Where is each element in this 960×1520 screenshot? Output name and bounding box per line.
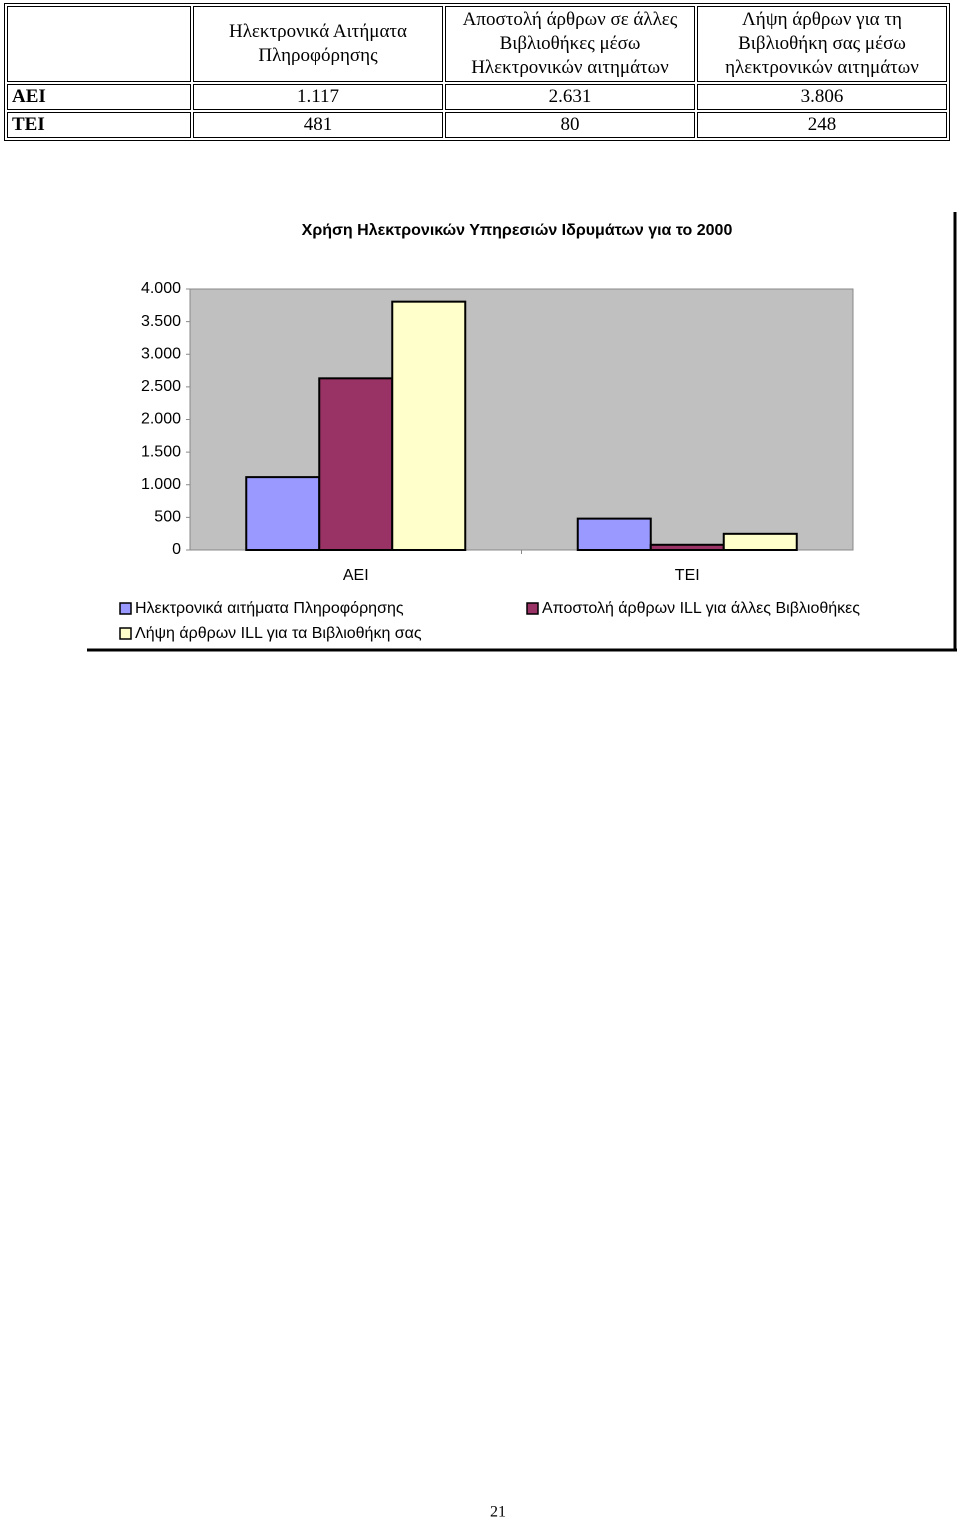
cell: 80	[445, 112, 695, 138]
bar	[245, 476, 321, 551]
cell: 481	[193, 112, 443, 138]
bar	[576, 517, 652, 551]
legend-label: Ηλεκτρονικά αιτήματα Πληροφόρησης	[135, 600, 404, 617]
page-number: 21	[490, 1504, 506, 1520]
row-label: ΑΕΙ	[7, 84, 191, 110]
bar	[391, 300, 467, 552]
header-cell: Αποστολή άρθρων σε άλλες Βιβλιοθήκες μέσ…	[445, 6, 695, 82]
y-tick-label: 1.000	[141, 476, 181, 493]
y-tick-label: 4.000	[141, 280, 181, 297]
bar	[318, 377, 394, 551]
x-tick-label: ΑΕΙ	[343, 567, 369, 584]
bar	[722, 532, 798, 551]
cell: 1.117	[193, 84, 443, 110]
legend-swatch	[119, 627, 132, 640]
cell: 3.806	[697, 84, 947, 110]
row-label: ΤΕΙ	[7, 112, 191, 138]
y-tick-label: 1.500	[141, 443, 181, 460]
y-tick-label: 3.000	[141, 345, 181, 362]
y-tick-label: 2.000	[141, 411, 181, 428]
y-tick-label: 500	[154, 509, 181, 526]
data-table: Ηλεκτρονικά Αιτήματα Πληροφόρησης Αποστο…	[4, 3, 950, 141]
plot-area	[189, 288, 854, 551]
row: ΤΕΙ 481 80 248	[7, 112, 947, 138]
header-cell: Ηλεκτρονικά Αιτήματα Πληροφόρησης	[193, 6, 443, 82]
legend-swatch	[119, 602, 132, 615]
bar	[649, 543, 725, 552]
x-tick-label: ΤΕΙ	[675, 567, 700, 584]
cell: 248	[697, 112, 947, 138]
header-cell: Λήψη άρθρων για τη Βιβλιοθήκη σας μέσω η…	[697, 6, 947, 82]
y-tick-label: 0	[172, 541, 181, 558]
empty-cell	[7, 6, 191, 82]
header-row: Ηλεκτρονικά Αιτήματα Πληροφόρησης Αποστο…	[7, 6, 947, 82]
legend-label: Λήψη άρθρων ILL για τα Βιβλιοθήκη σας	[135, 625, 422, 642]
legend-swatch	[526, 602, 539, 615]
row: ΑΕΙ 1.117 2.631 3.806	[7, 84, 947, 110]
y-tick-label: 2.500	[141, 378, 181, 395]
chart-title: Χρήση Ηλεκτρονικών Υπηρεσιών Ιδρυμάτων γ…	[302, 222, 733, 239]
cell: 2.631	[445, 84, 695, 110]
legend-label: Αποστολή άρθρων ILL για άλλες Βιβλιοθήκε…	[542, 600, 860, 617]
y-tick-label: 3.500	[141, 313, 181, 330]
